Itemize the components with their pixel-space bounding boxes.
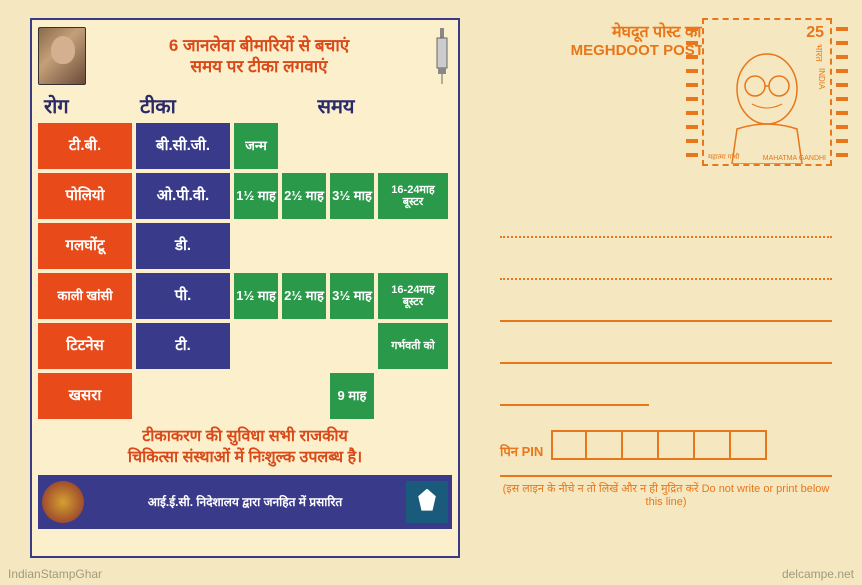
time-cell: 2½ माह [282,173,326,219]
pin-box [551,430,587,460]
time-cell: 16-24माह बूस्टर [378,173,448,219]
time-cell: गर्भवती को [378,323,448,369]
stamp-value: 25 [806,24,824,42]
pin-boxes [551,430,767,460]
table-row: काली खांसी पी. 1½ माह 2½ माह 3½ माह 16-2… [38,273,452,319]
disease-cell: खसरा [38,373,132,419]
postcard-panel: मेघदूत पोस्ट कार्ड MEGHDOOT POST CARD 25… [460,0,862,585]
spacer [234,373,326,419]
stamp-name-en: MAHATMA GANDHI [763,155,826,162]
postage-stamp: 25 भारत INDIA महात्मा गांधी MAHATMA GAND… [702,18,832,166]
title-line1: 6 जानलेवा बीमारियों से बचाएं [92,35,426,56]
ad-title: 6 जानलेवा बीमारियों से बचाएं समय पर टीका… [92,35,426,78]
watermark-left: IndianStampGhar [8,567,102,581]
table-row: टिटनेस टी. गर्भवती को [38,323,452,369]
table-column-headers: रोग टीका समय [44,92,452,119]
disease-cell: टिटनेस [38,323,132,369]
watermark-right: delcampe.net [782,567,854,581]
address-line [500,362,832,364]
spacer [136,373,230,419]
stamp-country-en: INDIA [817,68,826,89]
address-line [500,320,832,322]
table-row: टी.बी. बी.सी.जी. जन्म [38,123,452,169]
pin-box [623,430,659,460]
col-time: समय [236,92,436,119]
time-cell: 3½ माह [330,273,374,319]
time-cell: जन्म [234,123,278,169]
address-area [500,236,832,446]
vaccination-ad-panel: 6 जानलेवा बीमारियों से बचाएं समय पर टीका… [30,18,460,558]
time-cell: 3½ माह [330,173,374,219]
time-cell: 9 माह [330,373,374,419]
pin-row: पिन PIN [500,430,832,460]
sponsor-text: आई.ई.सी. निदेशालय द्वारा जनहित में प्रसा… [148,493,342,510]
syringe-icon [432,26,452,86]
footer-line2: चिकित्सा संस्थाओं में निःशुल्क उपलब्ध है… [38,448,452,469]
address-line [500,404,649,406]
perforation-left [686,22,698,162]
address-line [500,278,832,280]
footer-line1: टीकाकरण की सुविधा सभी राजकीय [38,427,452,448]
address-line [500,236,832,238]
pin-box [695,430,731,460]
time-cell: 1½ माह [234,273,278,319]
ad-sponsor-bar: आई.ई.सी. निदेशालय द्वारा जनहित में प्रसा… [38,475,452,529]
perforation-right [836,22,848,162]
vaccine-cell: बी.सी.जी. [136,123,230,169]
time-cell: 2½ माह [282,273,326,319]
disease-cell: पोलियो [38,173,132,219]
table-row: गलघोंटू डी. [38,223,452,269]
title-line2: समय पर टीका लगवाएं [92,56,426,77]
vaccine-cell: टी. [136,323,230,369]
vaccine-cell: ओ.पी.वी. [136,173,230,219]
table-row: खसरा 9 माह [38,373,452,419]
time-cell: 1½ माह [234,173,278,219]
pin-label: पिन PIN [500,442,543,460]
stamp-name-hi: महात्मा गांधी [708,153,740,162]
pin-box [731,430,767,460]
col-vaccine: टीका [140,92,236,119]
disease-cell: काली खांसी [38,273,132,319]
warning-line: (इस लाइन के नीचे न तो लिखें और न ही मुद्… [500,475,832,508]
pin-box [659,430,695,460]
time-cell: 16-24माह बूस्टर [378,273,448,319]
gandhi-portrait-icon [717,44,817,164]
table-row: पोलियो ओ.पी.वी. 1½ माह 2½ माह 3½ माह 16-… [38,173,452,219]
vaccine-cell: पी. [136,273,230,319]
vaccine-cell: डी. [136,223,230,269]
disease-cell: टी.बी. [38,123,132,169]
family-logo-icon [406,481,448,523]
disease-cell: गलघोंटू [38,223,132,269]
col-disease: रोग [44,92,140,119]
ad-footer-text: टीकाकरण की सुविधा सभी राजकीय चिकित्सा सं… [38,427,452,469]
ad-header: 6 जानलेवा बीमारियों से बचाएं समय पर टीका… [38,26,452,86]
pin-box [587,430,623,460]
nrhm-logo-icon [42,481,84,523]
spacer [234,323,374,369]
vaccination-table: टी.बी. बी.सी.जी. जन्म पोलियो ओ.पी.वी. 1½… [38,123,452,419]
child-photo [38,27,86,85]
